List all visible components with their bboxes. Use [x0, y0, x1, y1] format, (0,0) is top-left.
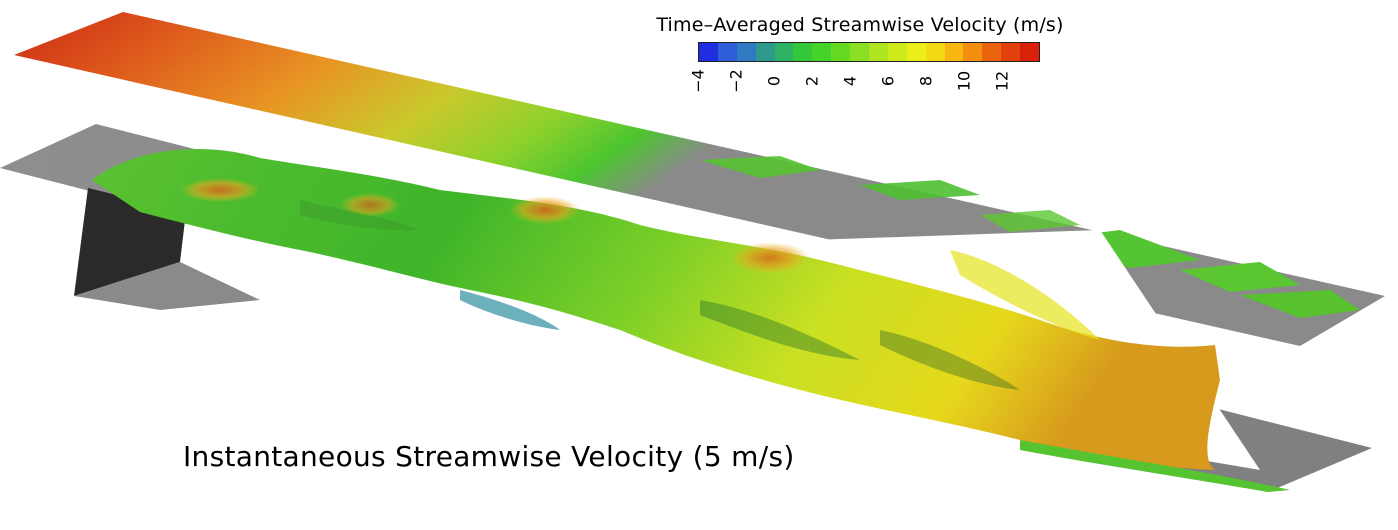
colorbar-cell — [963, 43, 983, 61]
colorbar-tick: 6 — [878, 62, 898, 100]
colorbar-tick-label: 0 — [764, 75, 784, 87]
colorbar-tick: 10 — [954, 62, 974, 100]
colorbar-cell — [717, 43, 737, 61]
colorbar-tick-label: 12 — [992, 70, 1012, 92]
colorbar-tick-label: 2 — [802, 75, 822, 87]
velocity-isosurface — [92, 149, 1220, 470]
colorbar-tick-label: 4 — [840, 75, 860, 87]
colorbar-tick: 0 — [764, 62, 784, 100]
colorbar-cell — [793, 43, 813, 61]
colorbar-tick: 4 — [840, 62, 860, 100]
colorbar-cell — [774, 43, 794, 61]
colorbar-cell — [944, 43, 964, 61]
colorbar-tick: −4 — [688, 62, 708, 100]
colorbar-cell — [887, 43, 907, 61]
colorbar-cell — [736, 43, 756, 61]
colorbar-tick-label: 8 — [916, 75, 936, 87]
colorbar-tick-label: 6 — [878, 75, 898, 87]
colorbar-cell — [1020, 43, 1040, 61]
colorbar-cell — [925, 43, 945, 61]
colorbar-cell — [1001, 43, 1021, 61]
colorbar-tick: 12 — [992, 62, 1012, 100]
colorbar-tick-label: −4 — [688, 69, 708, 93]
colorbar-cell — [982, 43, 1002, 61]
caption: Instantaneous Streamwise Velocity (5 m/s… — [183, 440, 795, 473]
colorbar-cell — [755, 43, 775, 61]
colorbar-cell — [699, 43, 718, 61]
colorbar — [698, 42, 1040, 62]
colorbar-cell — [831, 43, 851, 61]
colorbar-cell — [906, 43, 926, 61]
floor-velocity-patch — [1020, 440, 1290, 492]
colorbar-cell — [850, 43, 870, 61]
colorbar-tick-label: −2 — [726, 69, 746, 93]
colorbar-title: Time–Averaged Streamwise Velocity (m/s) — [656, 14, 1064, 36]
colorbar-tick: 2 — [802, 62, 822, 100]
colorbar-cell — [812, 43, 832, 61]
colorbar-tick: −2 — [726, 62, 746, 100]
colorbar-cell — [869, 43, 888, 61]
colorbar-tick: 8 — [916, 62, 936, 100]
colorbar-tick-label: 10 — [954, 70, 974, 92]
